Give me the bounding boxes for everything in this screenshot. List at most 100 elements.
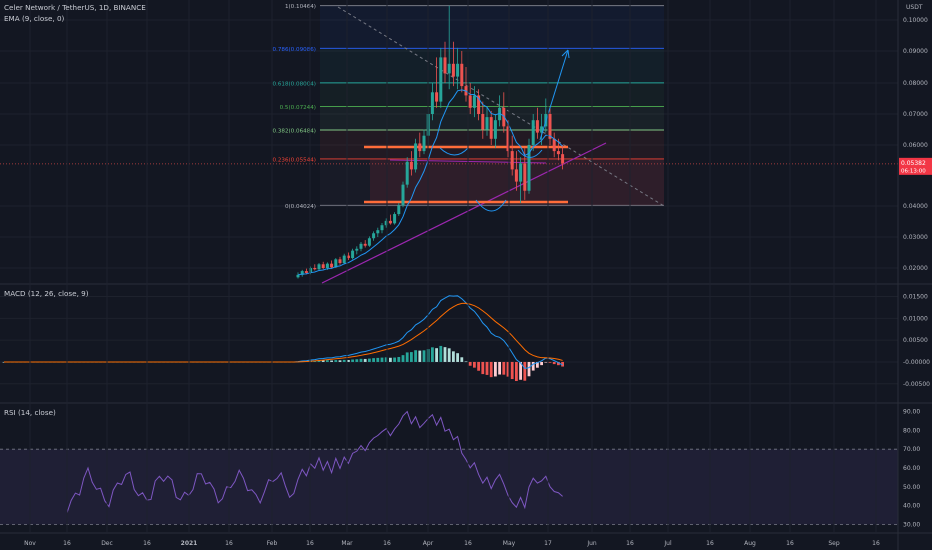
macd-histogram-bar [330, 360, 333, 362]
candle-body [527, 145, 531, 191]
fib-trend-line [337, 6, 665, 207]
candle-body [309, 268, 313, 273]
candle-body [519, 163, 523, 182]
fib-level-label: 0.382(0.06484) [272, 128, 316, 134]
macd-histogram-bar [363, 358, 367, 362]
ema-line [297, 89, 563, 276]
price-tick-label: 0.02000 [903, 265, 928, 272]
candle-body [435, 92, 439, 102]
candle-body [325, 263, 329, 268]
macd-histogram-bar [523, 361, 527, 381]
macd-histogram-bar [368, 358, 371, 362]
candle-body [330, 263, 334, 268]
macd-histogram-bar [456, 353, 459, 362]
price-tick-label: 0.07000 [903, 111, 928, 118]
candle-body [561, 154, 565, 164]
macd-histogram-bar [485, 361, 489, 375]
rsi-tick-label: 60.00 [903, 465, 920, 472]
macd-histogram-bar [401, 355, 405, 362]
time-tick-label: May [503, 540, 516, 547]
ascending-trendline [321, 142, 607, 284]
candle-body [376, 230, 380, 234]
candle-body [351, 250, 355, 259]
head-curve [475, 199, 507, 212]
candle-body [363, 243, 367, 246]
macd-histogram-bar [317, 360, 321, 362]
macd-histogram-bar [439, 345, 443, 362]
candle-body [523, 163, 527, 191]
candle-body [334, 259, 338, 268]
macd-histogram-bar [527, 361, 531, 377]
macd-pane[interactable] [0, 295, 898, 385]
macd-histogram-bar [464, 361, 468, 363]
candle-body [472, 95, 476, 108]
macd-histogram-bar [393, 357, 396, 362]
time-tick-label: 16 [464, 540, 472, 547]
candle-body [401, 184, 405, 206]
candle-body [535, 120, 539, 133]
candle-body [405, 161, 409, 185]
candle-body [506, 126, 510, 152]
candle-body [393, 214, 397, 224]
fib-level-label: 0.618(0.08004) [272, 81, 316, 87]
fib-zone [320, 158, 664, 206]
projection-arrowhead [561, 49, 570, 59]
macd-histogram-bar [536, 361, 539, 368]
macd-histogram-bar [447, 348, 451, 362]
time-tick-label: Dec [101, 540, 113, 547]
price-badge [899, 157, 932, 175]
macd-histogram-bar [468, 361, 472, 366]
candle-body [422, 135, 426, 152]
time-tick-label: 16 [786, 540, 794, 547]
macd-histogram-bar [418, 350, 422, 362]
macd-histogram-bar [519, 361, 522, 380]
projection-arrow-line [539, 49, 569, 141]
macd-histogram-bar [510, 361, 514, 380]
currency-label: USDT [906, 4, 923, 11]
candle-body [430, 92, 434, 114]
candle-body [372, 233, 376, 239]
candle-body [540, 126, 544, 133]
candle-body [338, 259, 342, 264]
price-tick-label: 0.09000 [903, 48, 928, 55]
candle-body [342, 255, 346, 264]
rsi-legend: RSI (14, close) [4, 408, 56, 417]
macd-histogram-bar [389, 357, 392, 362]
macd-histogram-bar [338, 360, 342, 362]
macd-histogram-bar [489, 361, 493, 378]
candle-body [481, 114, 485, 130]
fib-level-label: 0.786(0.09086) [272, 47, 316, 53]
macd-histogram-bar [435, 348, 438, 362]
candle-body [443, 57, 447, 74]
candle-body [502, 107, 506, 127]
macd-histogram-bar [557, 361, 560, 366]
time-tick-label: 16 [383, 540, 391, 547]
macd-histogram-bar [397, 356, 401, 362]
candle-body [388, 220, 392, 224]
shoulder-curve [439, 147, 469, 156]
rsi-pane[interactable] [0, 410, 898, 525]
macd-histogram-bar [376, 357, 380, 362]
macd-histogram-bar [561, 361, 564, 367]
macd-tick-label: 0.00500 [903, 337, 928, 344]
candle-body [514, 169, 518, 182]
macd-histogram-bar [342, 359, 346, 362]
candle-body [397, 205, 401, 215]
rsi-tick-label: 40.00 [903, 503, 920, 510]
candle-body [531, 120, 535, 145]
macd-histogram-bar [347, 359, 350, 362]
candle-body [346, 255, 350, 259]
macd-histogram-bar [498, 361, 501, 375]
price-tick-label: 0.04000 [903, 203, 928, 210]
macd-histogram-bar [422, 350, 426, 362]
candle-body [409, 161, 413, 170]
price-badge-countdown: 06:13:00 [901, 168, 926, 174]
candle-body [460, 63, 464, 87]
time-tick-label: Jun [586, 540, 597, 547]
time-tick-label: 16 [626, 540, 634, 547]
candle-body [313, 268, 317, 270]
macd-histogram-bar [414, 350, 417, 362]
price-pane[interactable]: 1(0.10464) 0.786(0.09086) 0.618(0.08004) 0.… [0, 4, 898, 284]
